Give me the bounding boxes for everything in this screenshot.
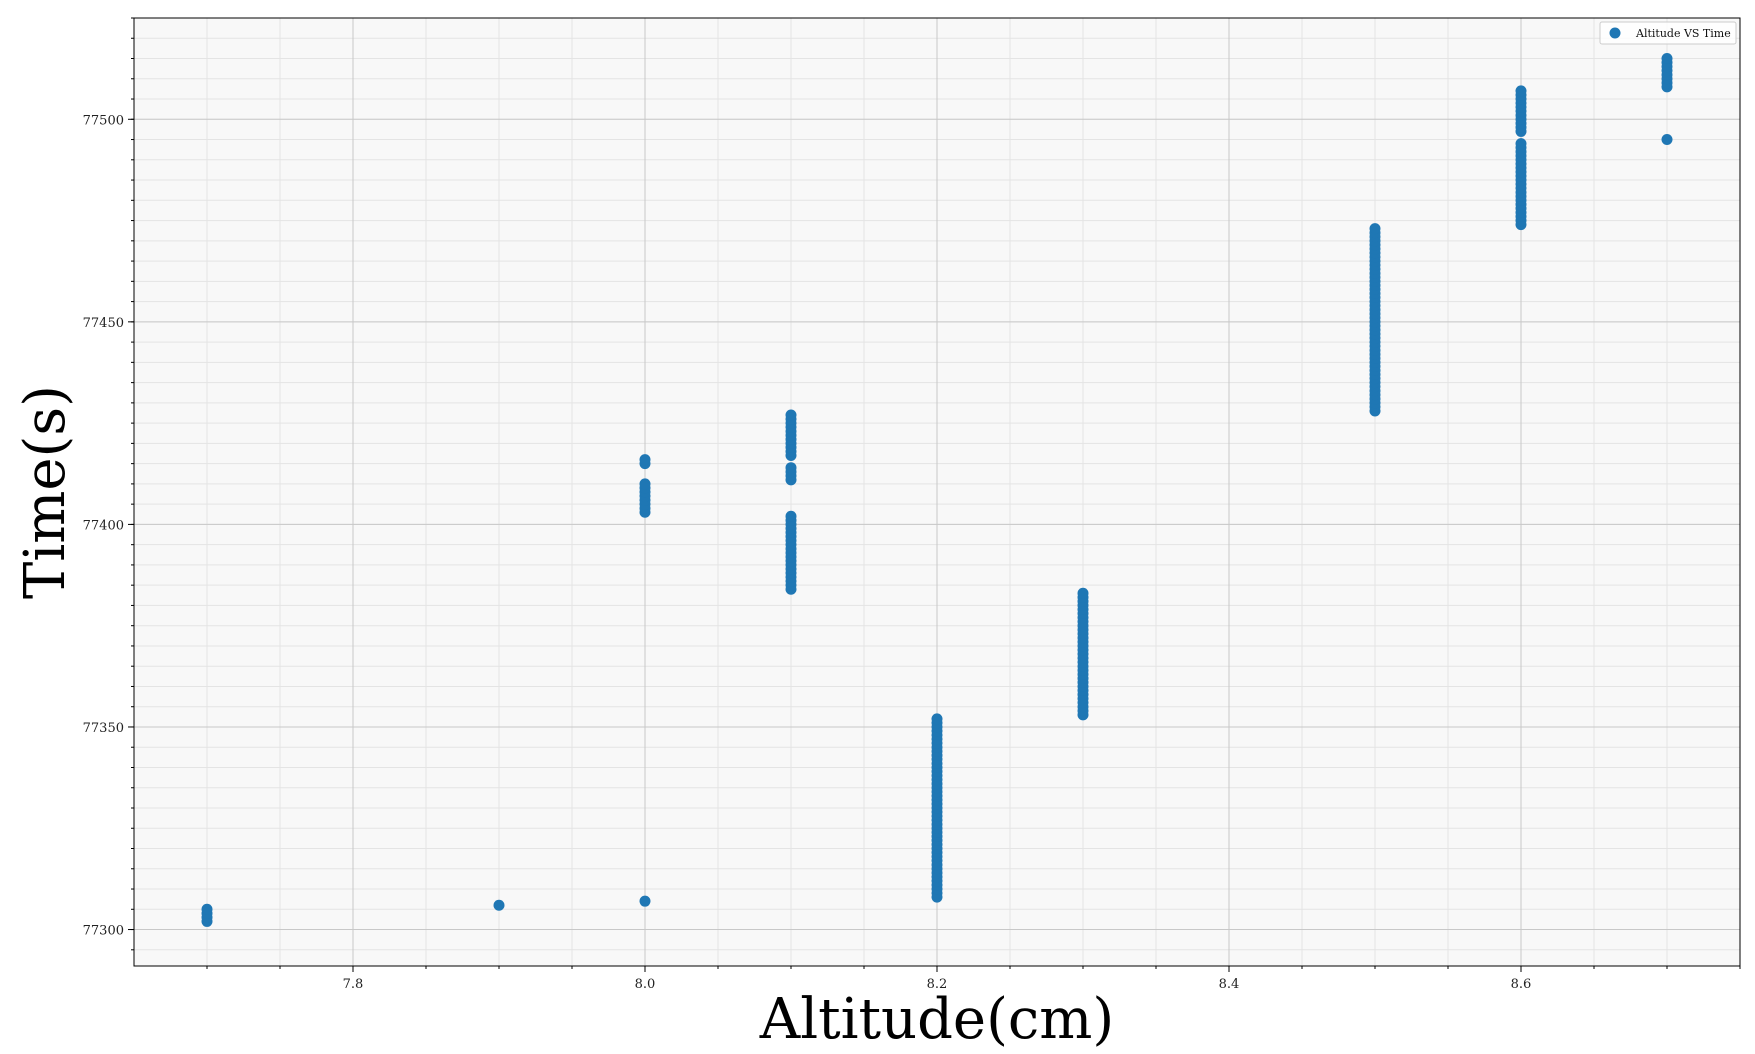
- data-point: [931, 713, 943, 725]
- y-tick-label: 77350: [83, 721, 124, 736]
- y-tick-label: 77500: [83, 113, 124, 128]
- data-point: [785, 409, 797, 421]
- x-tick-label: 8.0: [635, 977, 656, 992]
- x-tick-label: 7.8: [343, 977, 364, 992]
- data-point: [1369, 223, 1381, 235]
- y-tick-label: 77450: [83, 316, 124, 331]
- data-point: [1661, 134, 1673, 146]
- legend: Altitude VS Time: [1599, 21, 1737, 45]
- data-point: [785, 510, 797, 522]
- data-point: [493, 899, 505, 911]
- legend-marker: [1609, 27, 1621, 39]
- legend-label: Altitude VS Time: [1635, 27, 1731, 40]
- x-tick-label: 8.6: [1511, 977, 1532, 992]
- data-point: [1077, 587, 1089, 599]
- data-point: [639, 454, 651, 466]
- data-points: [201, 53, 1673, 927]
- data-point: [1515, 138, 1527, 150]
- y-tick-label: 77400: [83, 518, 124, 533]
- data-point: [1515, 85, 1527, 97]
- y-axis-title: Time(s): [13, 385, 78, 599]
- data-point: [1661, 53, 1673, 65]
- x-tick-label: 8.2: [927, 977, 948, 992]
- x-axis-ticks: 7.8 8.0 8.2 8.4 8.6: [206, 966, 1741, 992]
- data-point: [201, 903, 213, 915]
- y-axis-ticks: 77300 77350 77400 77450 77500: [83, 17, 134, 951]
- data-point: [785, 462, 797, 474]
- data-point: [639, 478, 651, 490]
- x-axis-title: Altitude(cm): [759, 987, 1114, 1052]
- x-tick-label: 8.4: [1219, 977, 1240, 992]
- y-tick-label: 77300: [83, 924, 124, 939]
- legend-box: [1599, 21, 1737, 45]
- data-point: [639, 895, 651, 907]
